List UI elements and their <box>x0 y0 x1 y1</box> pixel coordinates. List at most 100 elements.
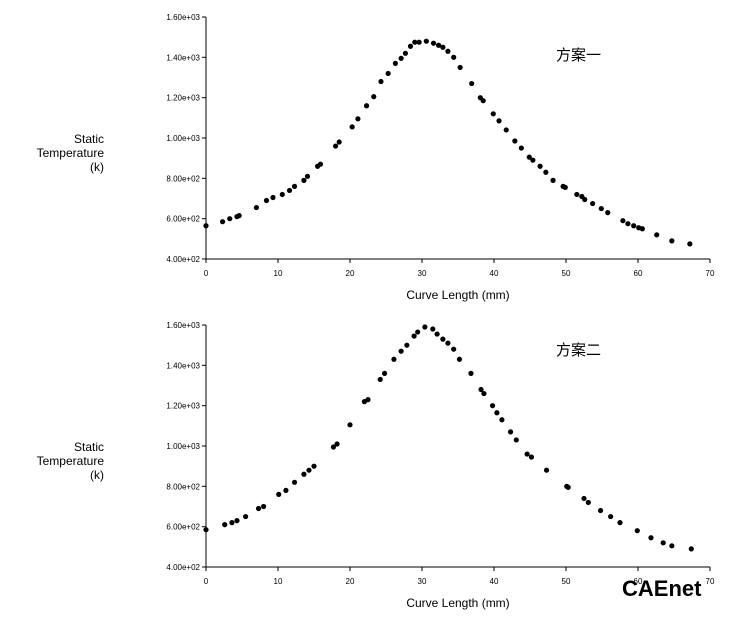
data-point <box>377 376 383 383</box>
y-axis-title-line: Temperature <box>37 454 105 468</box>
data-point <box>306 467 312 473</box>
data-point <box>412 39 418 45</box>
data-point <box>381 370 388 376</box>
data-point <box>687 241 693 247</box>
x-tick-label: 60 <box>634 269 643 278</box>
data-point <box>243 513 249 520</box>
data-point <box>530 157 536 163</box>
data-point <box>499 417 505 423</box>
data-point <box>608 513 614 520</box>
data-point <box>543 467 550 473</box>
x-tick-label: 30 <box>418 577 427 586</box>
data-point <box>365 397 371 403</box>
x-tick-label: 70 <box>706 577 715 586</box>
data-point <box>669 543 675 549</box>
data-point <box>430 40 437 46</box>
data-point <box>688 546 694 552</box>
chart-1: 4.00e+02 6.00e+02 8.00e+02 1.00e+03 1.20e+03… <box>37 13 715 302</box>
scheme-annotation: 方案一 <box>556 46 601 64</box>
data-point <box>423 38 429 44</box>
data-point <box>445 48 451 54</box>
scheme-annotation: 方案二 <box>556 341 601 359</box>
data-point <box>391 356 397 362</box>
data-point <box>625 221 631 227</box>
data-point <box>581 495 587 502</box>
data-point <box>398 348 404 354</box>
data-point <box>537 163 543 169</box>
data-point <box>469 80 475 87</box>
watermark: CAEnet <box>622 576 702 601</box>
y-tick-label: 1.20e+03 <box>166 402 200 411</box>
data-point <box>276 491 282 497</box>
x-tick-label: 50 <box>562 577 571 586</box>
data-point <box>347 422 353 428</box>
data-point <box>229 520 235 526</box>
y-tick-label: 1.40e+03 <box>166 53 200 62</box>
y-tick-label: 1.60e+03 <box>166 13 200 22</box>
data-point <box>222 522 228 528</box>
y-tick-label: 1.00e+03 <box>166 134 200 143</box>
x-tick-label: 20 <box>346 269 355 278</box>
data-point <box>590 200 596 207</box>
x-tick-label: 10 <box>274 577 283 586</box>
data-point <box>648 535 654 541</box>
data-point <box>478 386 484 393</box>
data-point <box>490 111 496 117</box>
data-point <box>363 103 370 109</box>
data-point <box>435 42 442 48</box>
data-point <box>270 194 276 201</box>
data-point <box>416 39 422 45</box>
data-point <box>398 55 404 61</box>
data-point <box>489 403 496 409</box>
data-point <box>402 50 409 56</box>
data-point <box>336 139 342 145</box>
data-point <box>480 98 486 104</box>
data-point <box>234 518 240 524</box>
data-point <box>219 219 226 225</box>
data-point <box>371 94 377 100</box>
data-point <box>227 216 233 222</box>
data-point <box>503 127 509 133</box>
data-point <box>434 331 440 337</box>
y-tick-label: 6.00e+02 <box>166 215 200 224</box>
data-point <box>524 451 530 457</box>
data-point <box>507 429 514 435</box>
y-axis-title-line: Static <box>74 132 104 146</box>
x-tick-label: 10 <box>274 269 283 278</box>
data-point <box>513 437 519 443</box>
data-point <box>445 340 451 346</box>
y-tick-label: 1.20e+03 <box>166 94 200 103</box>
data-point <box>253 204 259 211</box>
data-point <box>440 336 446 342</box>
x-tick-label: 70 <box>706 269 715 278</box>
y-tick-label: 4.00e+02 <box>166 255 200 264</box>
data-point <box>203 527 209 533</box>
data-point <box>291 183 298 189</box>
charts: 4.00e+02 6.00e+02 8.00e+02 1.00e+03 1.20e+03… <box>37 13 715 610</box>
data-point <box>617 520 623 526</box>
y-tick-label: 1.40e+03 <box>166 361 200 370</box>
y-tick-label: 8.00e+02 <box>166 174 200 183</box>
data-point <box>440 44 446 50</box>
data-point <box>407 43 414 49</box>
data-point <box>574 191 580 198</box>
x-tick-label: 50 <box>562 269 571 278</box>
data-point <box>301 471 307 477</box>
data-point <box>261 503 267 510</box>
data-point <box>550 177 556 183</box>
data-point <box>334 441 340 447</box>
data-point <box>404 342 410 348</box>
data-point <box>639 226 645 232</box>
data-point <box>634 528 640 534</box>
x-tick-label: 40 <box>490 269 499 278</box>
data-point <box>203 223 209 229</box>
data-point <box>597 507 604 514</box>
chart-2: 4.00e+02 6.00e+02 8.00e+02 1.00e+03 1.20e+03… <box>37 321 715 610</box>
data-point <box>512 138 518 144</box>
data-point <box>457 64 463 71</box>
data-point <box>456 356 463 362</box>
data-point <box>430 326 436 332</box>
data-point <box>263 197 270 204</box>
data-point <box>311 463 317 469</box>
